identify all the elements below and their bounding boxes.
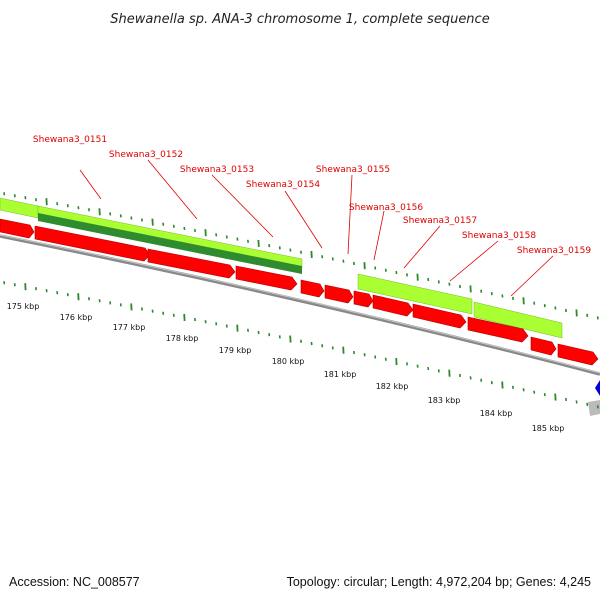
cds-track: [0, 218, 599, 366]
gene-label[interactable]: Shewana3_0154: [246, 180, 320, 190]
leader-line: [373, 210, 385, 261]
kbp-label: 178 kbp: [166, 334, 199, 343]
gene-bar-0151-0153-dark[interactable]: [38, 213, 302, 274]
kbp-label: 180 kbp: [272, 357, 305, 366]
leader-line: [347, 174, 353, 255]
gene-label[interactable]: Shewana3_0159: [517, 246, 591, 256]
gene-bar-0158[interactable]: [473, 301, 563, 339]
accession-text: Accession: NC_008577: [9, 575, 140, 589]
leader-line: [79, 169, 102, 200]
partial-backbone-grey: [588, 400, 600, 416]
kbp-label: 183 kbp: [428, 396, 461, 405]
gene-label[interactable]: Shewana3_0153: [180, 165, 254, 175]
gene-label[interactable]: Shewana3_0158: [462, 231, 536, 241]
leader-line: [403, 225, 441, 269]
cds-arrow[interactable]: [467, 316, 529, 343]
cds-arrow[interactable]: [530, 336, 557, 356]
kbp-label: 182 kbp: [376, 382, 409, 391]
cds-arrow[interactable]: [147, 248, 236, 279]
cds-arrow[interactable]: [34, 225, 151, 262]
leader-line: [147, 159, 198, 220]
gene-labels: Shewana3_0151 Shewana3_0152 Shewana3_015…: [33, 135, 591, 256]
cds-arrow[interactable]: [372, 294, 414, 317]
cds-arrow[interactable]: [324, 284, 354, 304]
gene-bar-0156[interactable]: [357, 273, 473, 315]
leader-line: [449, 240, 499, 282]
kbp-label: 176 kbp: [60, 313, 93, 322]
kbp-label: 177 kbp: [113, 323, 146, 332]
cds-arrow[interactable]: [0, 218, 35, 239]
gene-label-leaders: [79, 159, 554, 297]
gene-label[interactable]: Shewana3_0155: [316, 165, 390, 175]
upper-tick-row: [3, 192, 599, 320]
chromosome-backbone: [0, 234, 600, 376]
map-title: Shewanella sp. ANA-3 chromosome 1, compl…: [110, 12, 489, 27]
genome-summary-text: Topology: circular; Length: 4,972,204 bp…: [287, 575, 591, 589]
cds-arrow[interactable]: [412, 303, 467, 329]
leader-line: [510, 255, 554, 297]
kbp-label: 185 kbp: [532, 424, 565, 433]
kbp-label: 175 kbp: [7, 302, 40, 311]
cds-arrow[interactable]: [235, 265, 298, 291]
kbp-label: 184 kbp: [480, 409, 513, 418]
cds-arrow[interactable]: [557, 343, 599, 366]
gene-label[interactable]: Shewana3_0152: [109, 150, 183, 160]
gene-label[interactable]: Shewana3_0156: [349, 203, 423, 213]
gene-track: [0, 197, 563, 339]
gene-label[interactable]: Shewana3_0157: [403, 216, 477, 226]
partial-gene-blue[interactable]: [595, 380, 600, 396]
gene-bar-left-edge[interactable]: [0, 197, 39, 219]
kbp-label: 179 kbp: [219, 346, 252, 355]
chromosome-backbone-highlight: [0, 234, 600, 374]
scale-labels: 175 kbp 176 kbp 177 kbp 178 kbp 179 kbp …: [7, 302, 565, 433]
cds-arrow[interactable]: [300, 279, 325, 298]
gene-label[interactable]: Shewana3_0151: [33, 135, 107, 145]
leader-line: [284, 190, 323, 249]
lower-tick-row: [3, 281, 599, 409]
kbp-label: 181 kbp: [324, 370, 357, 379]
leader-line: [211, 174, 274, 238]
cds-arrow[interactable]: [353, 290, 374, 308]
